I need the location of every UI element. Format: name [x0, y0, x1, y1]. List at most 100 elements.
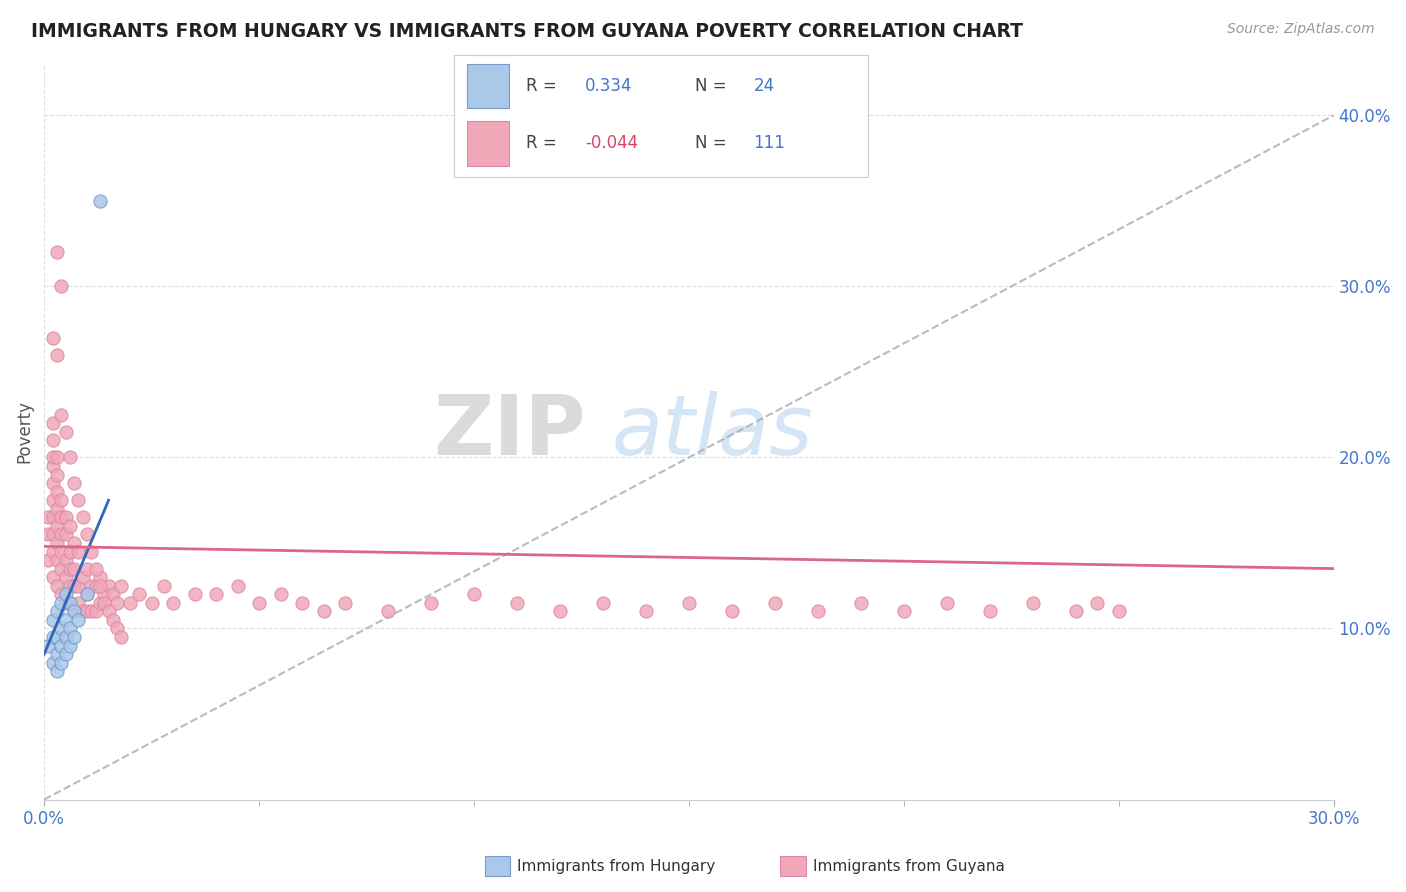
Point — [128, 587, 150, 601]
Point — [41, 416, 63, 430]
Point — [46, 501, 69, 516]
Point — [291, 596, 314, 610]
Point — [59, 519, 82, 533]
Point — [51, 527, 73, 541]
Point — [37, 510, 59, 524]
Point — [72, 604, 94, 618]
Point — [51, 656, 73, 670]
Point — [41, 458, 63, 473]
Point — [72, 510, 94, 524]
Point — [763, 596, 786, 610]
Point — [80, 604, 103, 618]
Text: Immigrants from Hungary: Immigrants from Hungary — [517, 859, 716, 873]
Point — [110, 579, 132, 593]
Point — [63, 604, 86, 618]
Point — [37, 639, 59, 653]
Point — [41, 493, 63, 508]
Point — [51, 622, 73, 636]
Text: N =: N = — [695, 135, 725, 153]
Point — [120, 596, 142, 610]
Point — [55, 596, 77, 610]
Point — [89, 194, 111, 208]
Point — [93, 596, 115, 610]
Point — [46, 630, 69, 644]
Point — [63, 536, 86, 550]
Point — [67, 579, 90, 593]
Point — [51, 279, 73, 293]
Text: Immigrants from Guyana: Immigrants from Guyana — [813, 859, 1004, 873]
Point — [101, 587, 124, 601]
Point — [51, 596, 73, 610]
Point — [46, 579, 69, 593]
Point — [84, 561, 107, 575]
Point — [592, 596, 614, 610]
Point — [97, 604, 120, 618]
Point — [59, 622, 82, 636]
Point — [420, 596, 443, 610]
Point — [548, 604, 571, 618]
Point — [41, 527, 63, 541]
Point — [84, 604, 107, 618]
Text: R =: R = — [526, 77, 557, 95]
Point — [67, 544, 90, 558]
Point — [46, 450, 69, 465]
Point — [46, 484, 69, 499]
Point — [1022, 596, 1045, 610]
Point — [55, 570, 77, 584]
Point — [41, 331, 63, 345]
Point — [463, 587, 485, 601]
Point — [80, 579, 103, 593]
FancyBboxPatch shape — [467, 63, 509, 109]
Point — [101, 613, 124, 627]
Point — [849, 596, 872, 610]
Point — [46, 647, 69, 661]
Text: 111: 111 — [754, 135, 786, 153]
Point — [377, 604, 399, 618]
Point — [93, 587, 115, 601]
Point — [59, 639, 82, 653]
Point — [46, 665, 69, 679]
Point — [67, 613, 90, 627]
Point — [41, 570, 63, 584]
Point — [807, 604, 830, 618]
Point — [162, 596, 184, 610]
Point — [1085, 596, 1108, 610]
Point — [46, 245, 69, 260]
Point — [41, 544, 63, 558]
Point — [183, 587, 205, 601]
Point — [46, 348, 69, 362]
Point — [55, 630, 77, 644]
FancyBboxPatch shape — [467, 121, 509, 166]
Point — [89, 570, 111, 584]
Text: 0.334: 0.334 — [585, 77, 633, 95]
Point — [205, 587, 228, 601]
Text: N =: N = — [695, 77, 725, 95]
Point — [63, 561, 86, 575]
Point — [63, 630, 86, 644]
Point — [55, 647, 77, 661]
Point — [41, 630, 63, 644]
Point — [59, 544, 82, 558]
Point — [46, 519, 69, 533]
Point — [1064, 604, 1087, 618]
Point — [1108, 604, 1130, 618]
Point — [979, 604, 1001, 618]
FancyBboxPatch shape — [454, 54, 868, 178]
Point — [55, 613, 77, 627]
Point — [46, 553, 69, 567]
Y-axis label: Poverty: Poverty — [15, 401, 32, 463]
Point — [634, 604, 657, 618]
Point — [46, 467, 69, 482]
Point — [59, 450, 82, 465]
Point — [721, 604, 744, 618]
Point — [59, 579, 82, 593]
Point — [333, 596, 356, 610]
Point — [80, 544, 103, 558]
Point — [51, 561, 73, 575]
Point — [51, 510, 73, 524]
Point — [63, 579, 86, 593]
Point — [89, 579, 111, 593]
Text: R =: R = — [526, 135, 557, 153]
Point — [89, 596, 111, 610]
Text: 24: 24 — [754, 77, 775, 95]
